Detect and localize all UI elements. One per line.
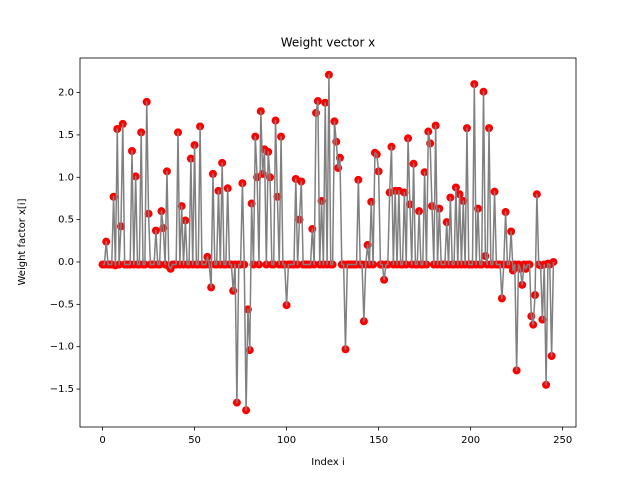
- y-tick-label: −0.5: [50, 299, 74, 310]
- plot-frame: [79, 57, 577, 428]
- y-tick-label: 0.5: [58, 215, 74, 226]
- chart-title: Weight vector x: [281, 36, 376, 50]
- x-tick-label: 200: [461, 435, 480, 446]
- y-tick-label: −1.5: [50, 384, 74, 395]
- y-tick-label: −1.0: [50, 342, 74, 353]
- y-tick-label: 1.0: [58, 172, 74, 183]
- x-tick-label: 0: [99, 435, 105, 446]
- x-tick-label: 250: [553, 435, 572, 446]
- data-line: [102, 74, 555, 411]
- y-tick-label: 1.5: [58, 130, 74, 141]
- y-axis-label: Weight factor x[i]: [17, 198, 28, 285]
- x-tick-label: 150: [369, 435, 388, 446]
- x-axis-label: Index i: [311, 457, 345, 468]
- x-tick-label: 50: [188, 435, 201, 446]
- y-tick-label: 0.0: [58, 257, 74, 268]
- y-tick-label: 2.0: [58, 88, 74, 99]
- x-tick-label: 100: [277, 435, 296, 446]
